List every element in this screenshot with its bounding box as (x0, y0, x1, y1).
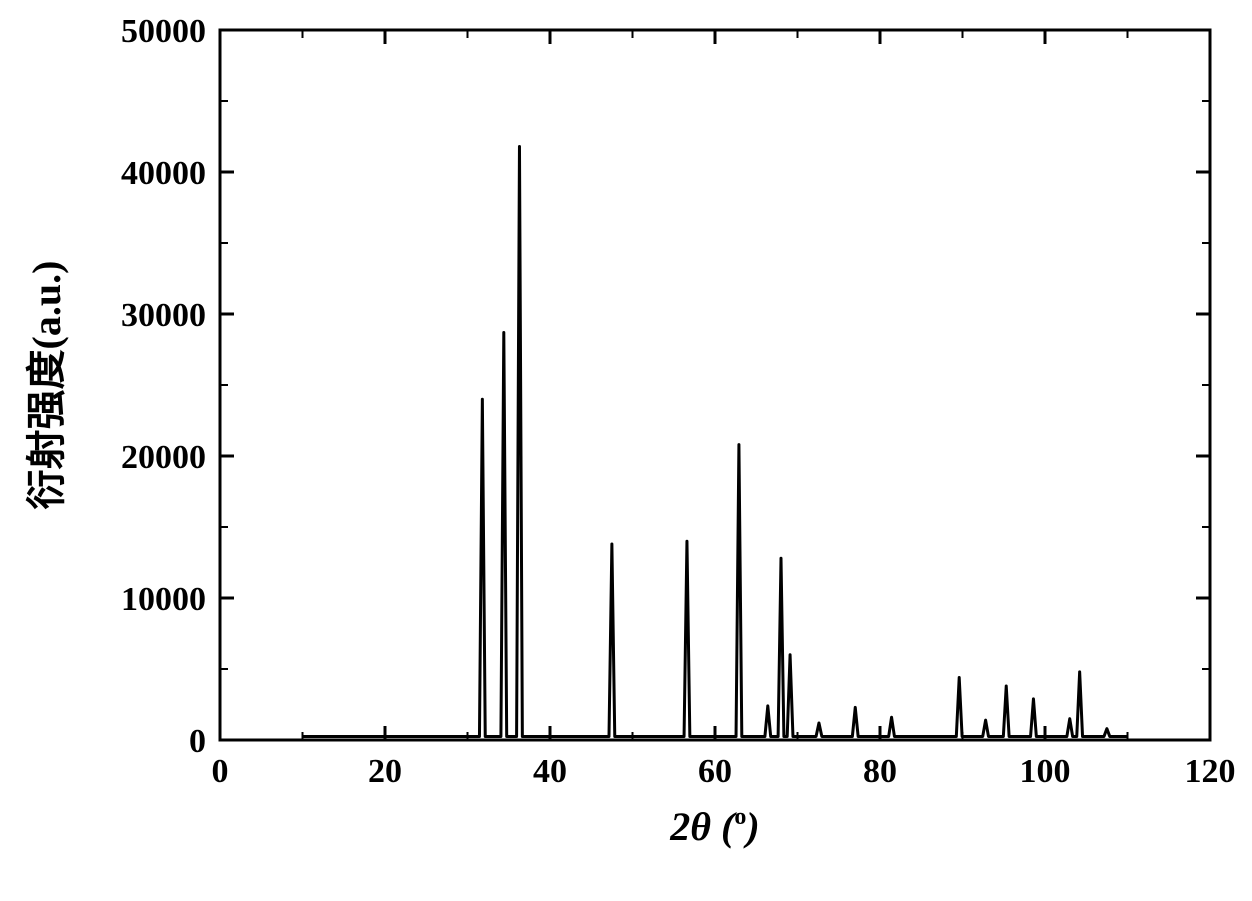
y-tick-label: 30000 (121, 297, 206, 334)
y-tick-label: 0 (189, 723, 206, 760)
x-tick-label: 100 (1020, 753, 1071, 790)
x-tick-label: 40 (533, 753, 567, 790)
x-tick-label: 0 (212, 753, 229, 790)
x-axis-title: 2θ (o) (669, 804, 759, 849)
y-tick-label: 10000 (121, 581, 206, 618)
y-tick-label: 40000 (121, 155, 206, 192)
x-tick-label: 120 (1185, 753, 1236, 790)
xrd-chart: 0 20 40 60 80 100 120 0 10000 20000 30000 40000 5000… (0, 0, 1252, 901)
y-axis-title: 衍射强度(a.u.) (24, 261, 69, 510)
x-tick-label: 60 (698, 753, 732, 790)
chart-svg: 0 20 40 60 80 100 120 0 10000 20000 30000 40000 5000… (0, 0, 1252, 901)
y-tick-label: 20000 (121, 439, 206, 476)
x-tick-label: 80 (863, 753, 897, 790)
x-tick-label: 20 (368, 753, 402, 790)
y-tick-label: 50000 (121, 13, 206, 50)
